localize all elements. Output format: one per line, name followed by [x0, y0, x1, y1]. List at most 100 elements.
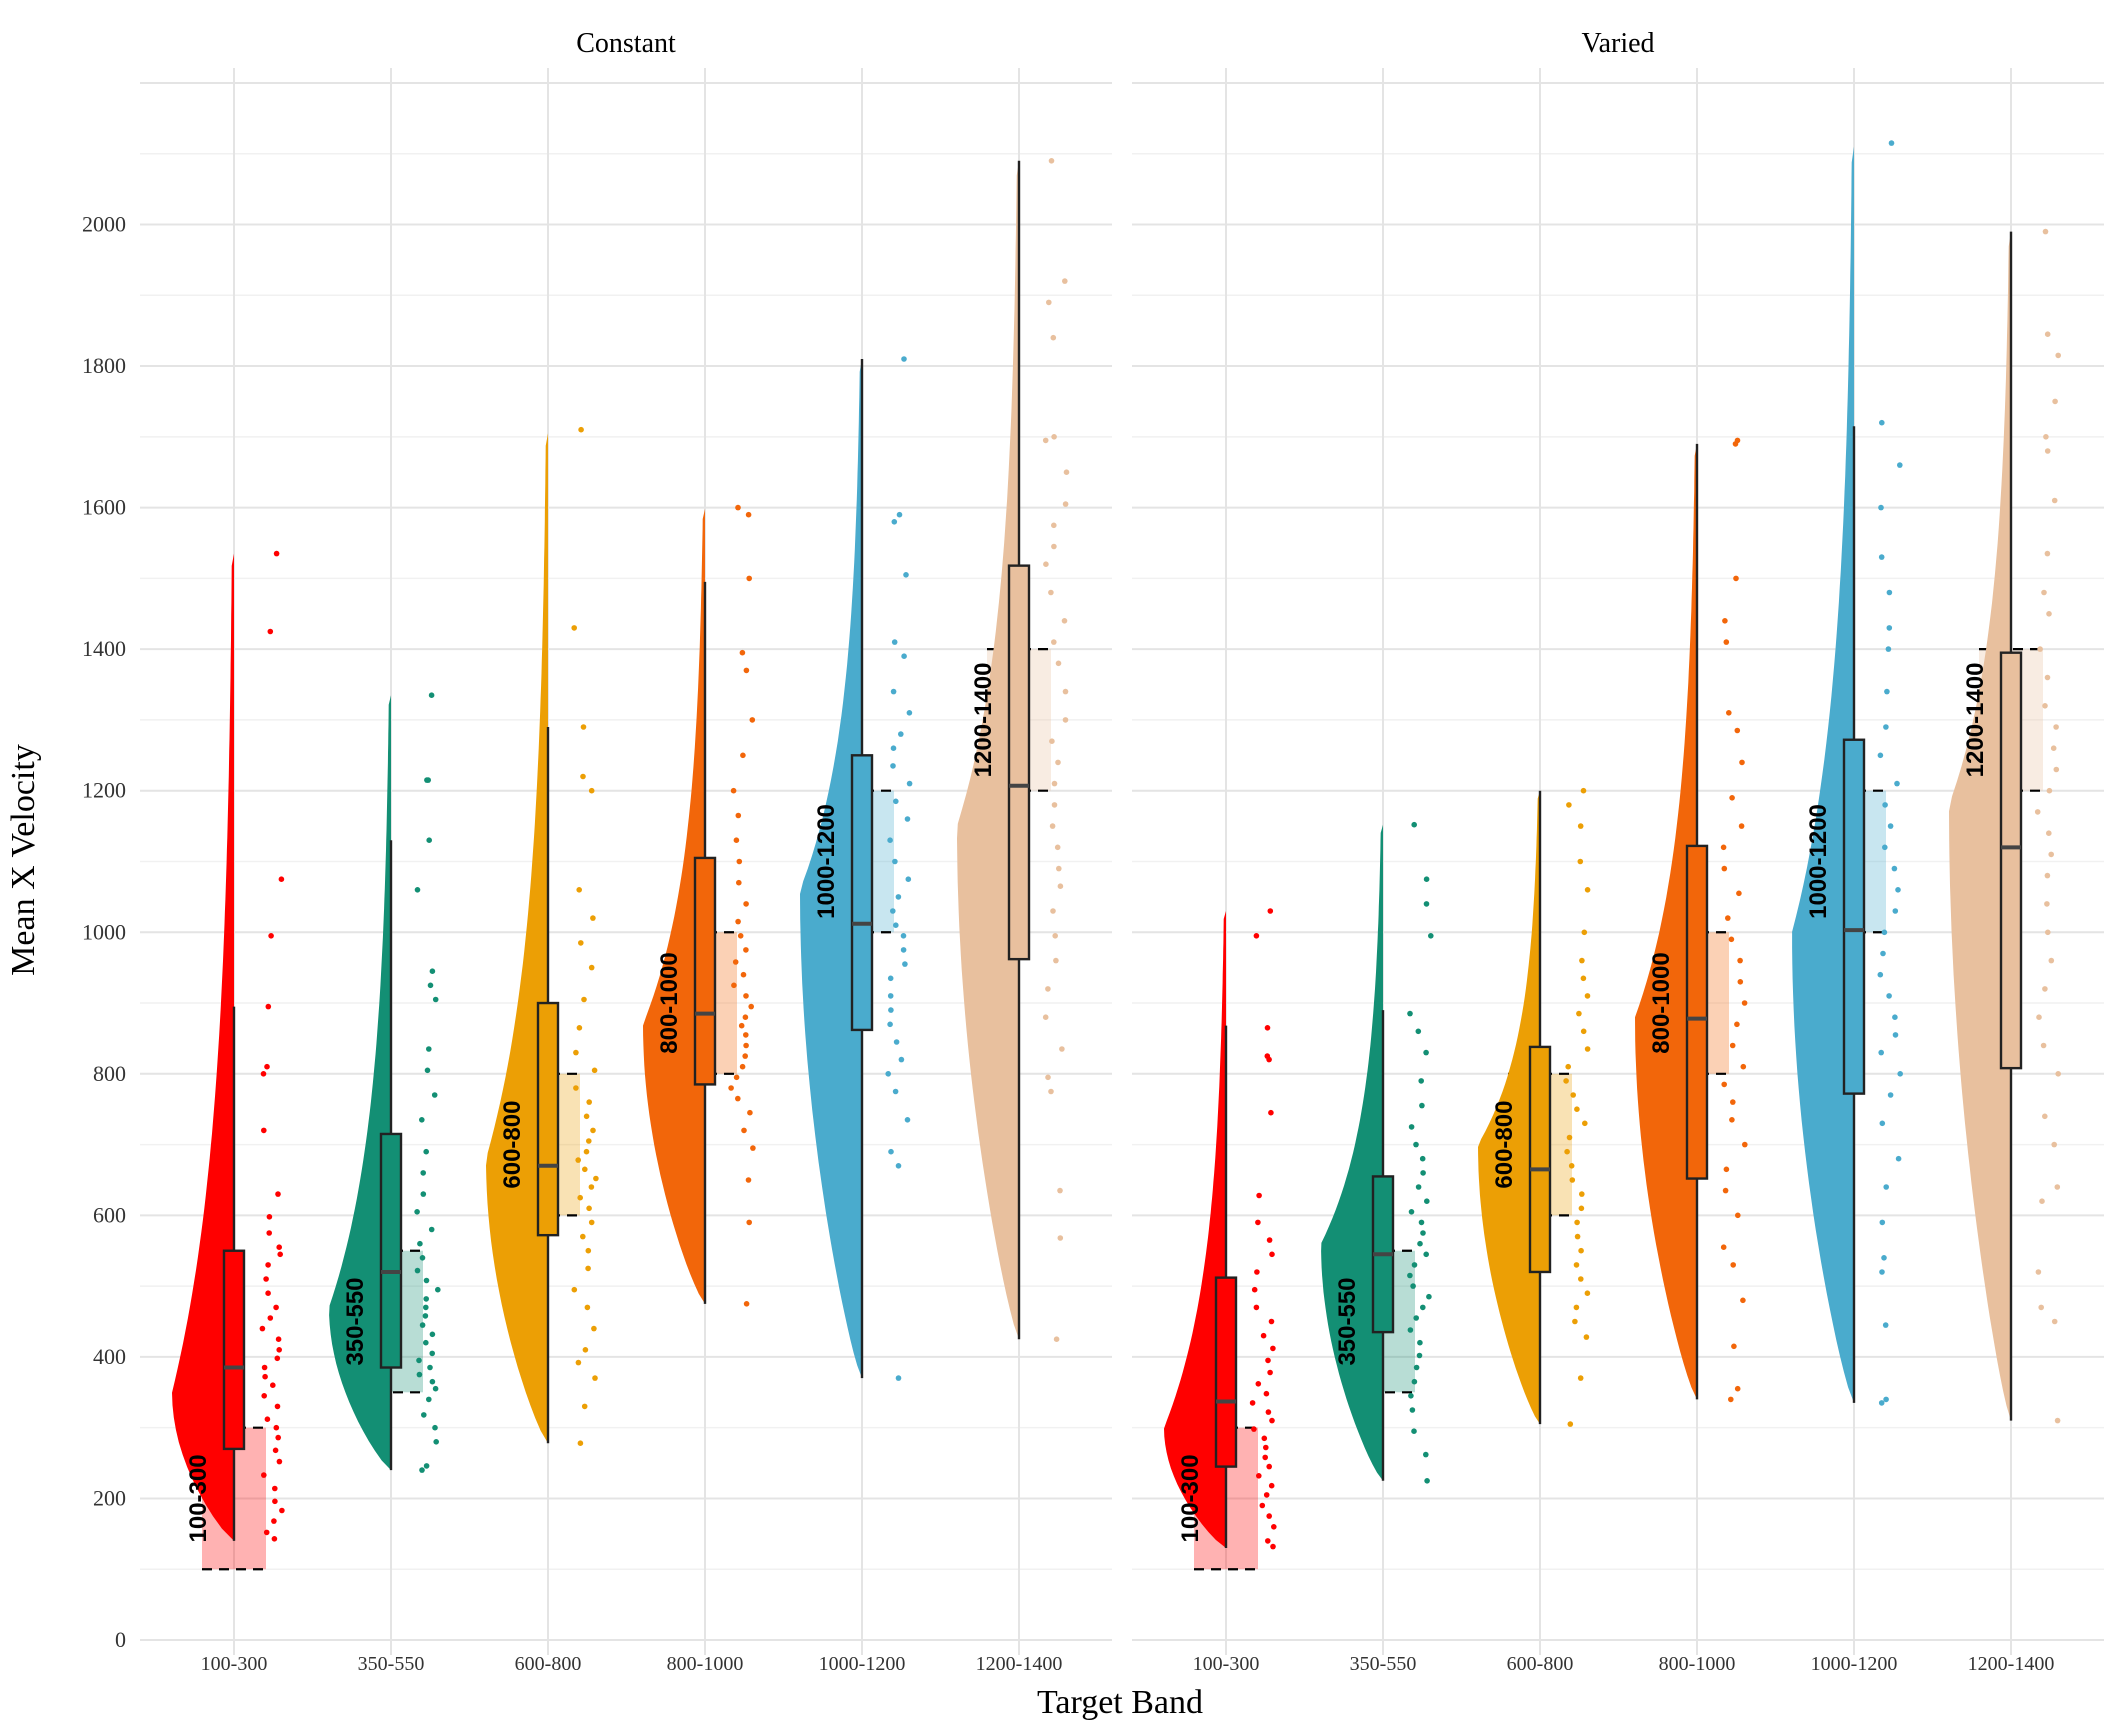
- data-point: [887, 837, 893, 843]
- band-label: 350-550: [1334, 1277, 1361, 1365]
- data-point: [891, 519, 898, 525]
- data-point: [904, 1117, 911, 1123]
- data-point: [1569, 1177, 1576, 1183]
- data-point: [1584, 1046, 1591, 1052]
- band-label: 600-800: [1491, 1101, 1518, 1189]
- data-point: [1407, 1272, 1413, 1279]
- data-point: [276, 1458, 283, 1465]
- data-point: [1265, 1409, 1272, 1415]
- data-point: [426, 837, 433, 843]
- x-tick-label: 800-1000: [1659, 1653, 1736, 1675]
- data-point: [1882, 844, 1888, 851]
- data-point: [420, 1170, 427, 1176]
- data-point: [1720, 844, 1727, 851]
- data-point: [901, 356, 907, 362]
- density-half-violin: [1792, 146, 1854, 1403]
- data-point: [1062, 278, 1068, 284]
- data-point: [736, 858, 743, 865]
- data-point: [1059, 1046, 1065, 1052]
- data-point: [735, 1095, 741, 1102]
- data-point: [1045, 986, 1051, 992]
- data-point: [1254, 1269, 1260, 1275]
- data-point: [266, 1230, 273, 1236]
- data-point: [272, 1498, 278, 1505]
- data-point: [1249, 1400, 1256, 1406]
- data-point: [732, 959, 739, 965]
- data-point: [1721, 1081, 1727, 1088]
- data-point: [1423, 1251, 1429, 1258]
- data-point: [590, 1127, 596, 1134]
- data-point: [571, 1286, 578, 1293]
- data-point: [1049, 738, 1055, 744]
- data-point: [416, 1357, 422, 1364]
- band-label: 1200-1400: [1962, 663, 1989, 778]
- data-point: [1269, 1417, 1275, 1424]
- data-point: [1045, 1074, 1051, 1081]
- data-point: [742, 1014, 749, 1020]
- data-point: [427, 1364, 433, 1371]
- data-point: [259, 1325, 266, 1332]
- data-point: [1737, 957, 1743, 964]
- data-point: [2040, 1042, 2047, 1049]
- data-point: [1055, 759, 1061, 766]
- data-point: [427, 982, 434, 989]
- data-point: [264, 1416, 271, 1422]
- data-point: [891, 639, 898, 645]
- data-point: [422, 1313, 429, 1319]
- y-tick-label: 0: [115, 1627, 126, 1652]
- data-point: [1259, 1502, 1266, 1509]
- data-point: [2044, 901, 2050, 907]
- data-point: [1046, 299, 1052, 306]
- data-point: [2044, 550, 2051, 557]
- data-point: [1878, 554, 1885, 560]
- box-iqr: [1999, 651, 2023, 1070]
- data-point: [1735, 1212, 1741, 1219]
- data-point: [580, 773, 586, 780]
- data-point: [2046, 611, 2052, 617]
- data-point: [1580, 787, 1587, 794]
- data-point: [1424, 1478, 1430, 1484]
- data-point: [1051, 522, 1057, 529]
- data-point: [892, 858, 898, 865]
- band-label: 1000-1200: [813, 804, 840, 919]
- data-point: [1053, 1336, 1060, 1342]
- data-point: [1408, 1124, 1415, 1130]
- data-point: [584, 1304, 591, 1311]
- data-point: [1891, 865, 1898, 872]
- data-point: [273, 550, 280, 557]
- group-1000-1200: 1000-1200: [1792, 140, 1903, 1406]
- data-point: [1057, 883, 1064, 889]
- data-point: [279, 1507, 285, 1514]
- panel-title: Constant: [576, 28, 676, 59]
- data-point: [1877, 752, 1884, 759]
- data-point: [736, 879, 742, 886]
- data-point: [1581, 929, 1588, 936]
- data-point: [1062, 501, 1069, 507]
- data-point: [733, 837, 740, 843]
- data-point: [1566, 1134, 1573, 1141]
- data-point: [1057, 1235, 1064, 1241]
- data-point: [1266, 1237, 1273, 1243]
- data-point: [277, 1251, 284, 1258]
- data-point: [577, 1440, 584, 1446]
- data-point: [2037, 646, 2043, 652]
- data-point: [578, 940, 584, 946]
- data-point: [1888, 140, 1895, 146]
- group-100-300: 100-300: [172, 550, 285, 1571]
- data-point: [743, 993, 749, 999]
- data-point: [1428, 933, 1434, 939]
- data-point: [1256, 1192, 1262, 1199]
- data-point: [1878, 1400, 1885, 1406]
- data-point: [1879, 1120, 1886, 1127]
- data-point: [1409, 1407, 1416, 1413]
- data-point: [1892, 908, 1899, 914]
- data-point: [1408, 1209, 1415, 1215]
- data-point: [423, 1463, 430, 1469]
- data-point: [1879, 419, 1885, 426]
- data-point: [1879, 1219, 1886, 1226]
- data-point: [424, 1067, 431, 1074]
- data-point: [1424, 1198, 1430, 1204]
- data-point: [1050, 334, 1057, 341]
- data-point: [735, 812, 742, 819]
